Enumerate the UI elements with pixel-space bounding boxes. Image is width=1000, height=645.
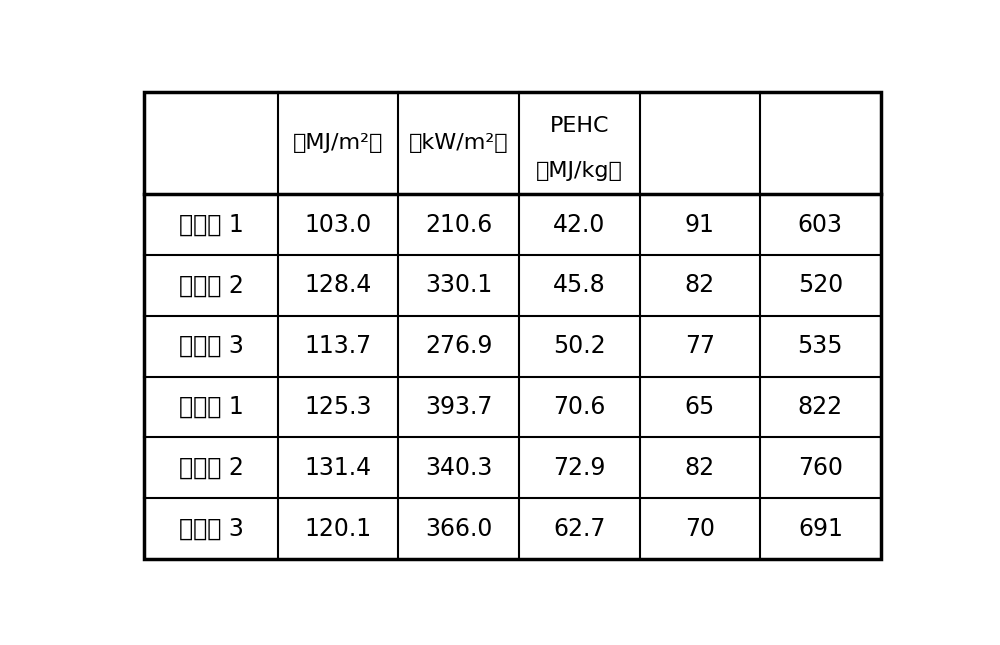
- Text: 520: 520: [798, 273, 843, 297]
- Text: 330.1: 330.1: [425, 273, 492, 297]
- Text: 393.7: 393.7: [425, 395, 492, 419]
- Text: 91: 91: [685, 213, 715, 237]
- Text: 42.0: 42.0: [553, 213, 605, 237]
- Text: 366.0: 366.0: [425, 517, 492, 541]
- Text: 125.3: 125.3: [304, 395, 372, 419]
- Text: 62.7: 62.7: [553, 517, 605, 541]
- Text: PEHC: PEHC: [550, 116, 609, 136]
- Text: 128.4: 128.4: [304, 273, 372, 297]
- Text: 实施例 1: 实施例 1: [179, 213, 244, 237]
- Text: 535: 535: [798, 334, 843, 358]
- Text: 72.9: 72.9: [553, 456, 605, 480]
- Text: 77: 77: [685, 334, 715, 358]
- Text: 45.8: 45.8: [553, 273, 606, 297]
- Text: 210.6: 210.6: [425, 213, 492, 237]
- Text: 对比例 3: 对比例 3: [179, 517, 244, 541]
- Text: 对比例 2: 对比例 2: [179, 456, 244, 480]
- Text: （kW/m²）: （kW/m²）: [409, 134, 509, 154]
- Text: 691: 691: [798, 517, 843, 541]
- Text: 对比例 1: 对比例 1: [179, 395, 244, 419]
- Text: 276.9: 276.9: [425, 334, 492, 358]
- Text: 760: 760: [798, 456, 843, 480]
- Text: 131.4: 131.4: [305, 456, 372, 480]
- Text: 实施例 3: 实施例 3: [179, 334, 244, 358]
- Text: 82: 82: [685, 456, 715, 480]
- Text: 103.0: 103.0: [305, 213, 372, 237]
- Text: 340.3: 340.3: [425, 456, 492, 480]
- Text: 82: 82: [685, 273, 715, 297]
- Text: （MJ/m²）: （MJ/m²）: [293, 134, 383, 154]
- Text: 120.1: 120.1: [305, 517, 372, 541]
- Text: 70.6: 70.6: [553, 395, 605, 419]
- Text: 822: 822: [798, 395, 843, 419]
- Text: 70: 70: [685, 517, 715, 541]
- Text: 65: 65: [685, 395, 715, 419]
- Text: 113.7: 113.7: [305, 334, 372, 358]
- Text: 实施例 2: 实施例 2: [179, 273, 244, 297]
- Text: （MJ/kg）: （MJ/kg）: [536, 161, 623, 181]
- Text: 50.2: 50.2: [553, 334, 606, 358]
- Text: 603: 603: [798, 213, 843, 237]
